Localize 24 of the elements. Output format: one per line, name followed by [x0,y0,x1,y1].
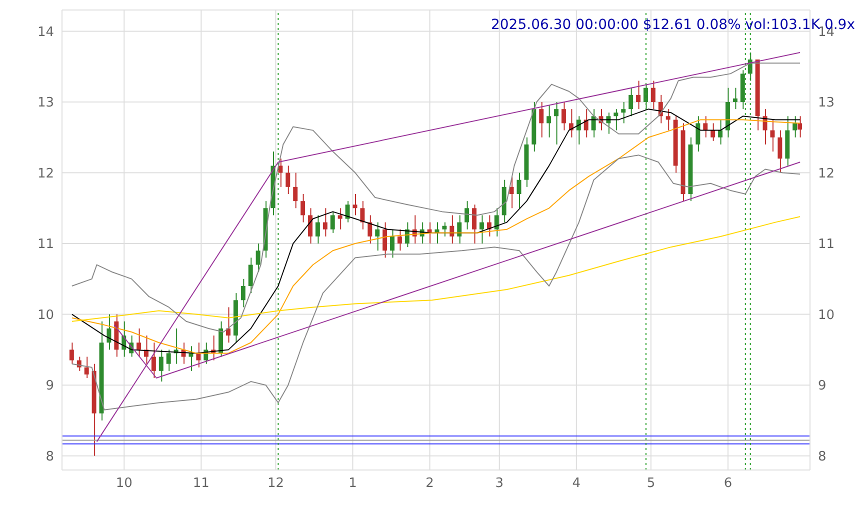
y2-tick-label: 12 [818,166,835,182]
x-tick-label: 1 [348,476,357,492]
x-tick-label: 4 [572,476,581,492]
y2-tick-label: 13 [818,96,835,111]
line-series [71,154,801,410]
y-tick-label: 13 [37,96,54,111]
y-tick-label: 9 [46,378,54,394]
x-tick-label: 12 [267,476,284,492]
x-tick-label: 3 [495,476,504,492]
y-tick-label: 10 [37,308,54,323]
y2-tick-label: 10 [818,308,835,323]
x-tick-label: 11 [192,476,210,492]
y-tick-label: 14 [37,24,54,40]
y2-tick-label: 8 [818,449,826,464]
y-tick-label: 11 [37,237,54,252]
x-tick-label: 2 [426,476,434,492]
line-series [71,216,801,322]
y2-tick-label: 9 [818,378,826,394]
x-tick-label: 5 [646,476,656,492]
x-tick-label: 6 [724,476,732,492]
y-tick-label: 8 [46,449,54,464]
y-tick-label: 12 [37,166,54,182]
y2-tick-label: 11 [818,237,835,252]
x-tick-label: 10 [116,476,132,492]
